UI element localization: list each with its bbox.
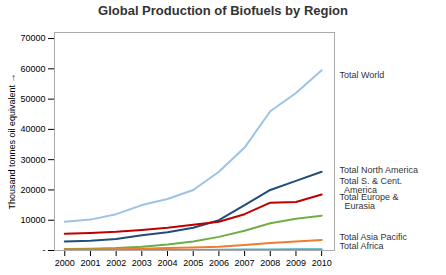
svg-text:2005: 2005 — [183, 258, 203, 268]
svg-text:20000: 20000 — [20, 185, 45, 195]
svg-text:40000: 40000 — [20, 124, 45, 134]
svg-text:Total Asia Pacific: Total Asia Pacific — [339, 231, 407, 242]
svg-text:2010: 2010 — [312, 258, 332, 268]
svg-text:Total Africa: Total Africa — [340, 241, 384, 251]
svg-text:60000: 60000 — [20, 64, 45, 74]
svg-text:2003: 2003 — [132, 258, 152, 268]
svg-text:30000: 30000 — [20, 155, 45, 165]
svg-text:2001: 2001 — [80, 258, 100, 268]
svg-text:-: - — [43, 245, 46, 255]
svg-text:Total World: Total World — [340, 70, 385, 80]
html-text:America: America — [339, 184, 377, 195]
svg-text:2004: 2004 — [158, 258, 178, 268]
svg-text:Thousand tonnes oil equivalent: Thousand tonnes oil equivalent → — [7, 73, 17, 209]
svg-text:2007: 2007 — [235, 258, 255, 268]
svg-text:2002: 2002 — [106, 258, 126, 268]
svg-text:Total North America: Total North America — [340, 165, 419, 175]
svg-text:10000: 10000 — [20, 215, 45, 225]
html-text:Total S. & Cent.: Total S. & Cent. — [339, 175, 402, 186]
svg-text:2000: 2000 — [55, 258, 75, 268]
html-text:Global Production of Biofuels: Global Production of Biofuels by Region — [98, 3, 348, 18]
svg-text:2009: 2009 — [286, 258, 306, 268]
svg-text:50000: 50000 — [20, 94, 45, 104]
svg-text:2008: 2008 — [260, 258, 280, 268]
svg-text:70000: 70000 — [20, 33, 45, 43]
svg-text:Total Europe & Eurasia: Total Europe & Eurasia — [340, 192, 399, 211]
svg-text:2006: 2006 — [209, 258, 229, 268]
